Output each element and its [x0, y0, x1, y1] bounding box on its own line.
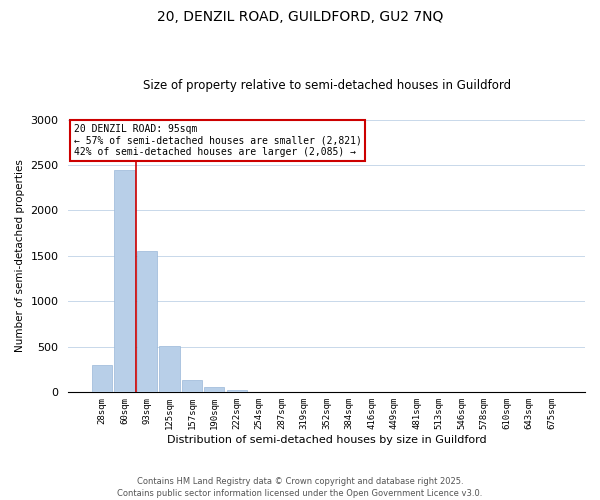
- Text: 20 DENZIL ROAD: 95sqm
← 57% of semi-detached houses are smaller (2,821)
42% of s: 20 DENZIL ROAD: 95sqm ← 57% of semi-deta…: [74, 124, 361, 157]
- Bar: [182, 380, 202, 392]
- Text: Contains HM Land Registry data © Crown copyright and database right 2025.
Contai: Contains HM Land Registry data © Crown c…: [118, 476, 482, 498]
- Bar: [137, 252, 157, 392]
- Bar: [159, 346, 179, 393]
- Bar: [204, 388, 224, 392]
- Bar: [115, 170, 134, 392]
- Bar: [92, 365, 112, 392]
- Bar: [227, 390, 247, 392]
- Title: Size of property relative to semi-detached houses in Guildford: Size of property relative to semi-detach…: [143, 79, 511, 92]
- Text: 20, DENZIL ROAD, GUILDFORD, GU2 7NQ: 20, DENZIL ROAD, GUILDFORD, GU2 7NQ: [157, 10, 443, 24]
- X-axis label: Distribution of semi-detached houses by size in Guildford: Distribution of semi-detached houses by …: [167, 435, 487, 445]
- Y-axis label: Number of semi-detached properties: Number of semi-detached properties: [15, 160, 25, 352]
